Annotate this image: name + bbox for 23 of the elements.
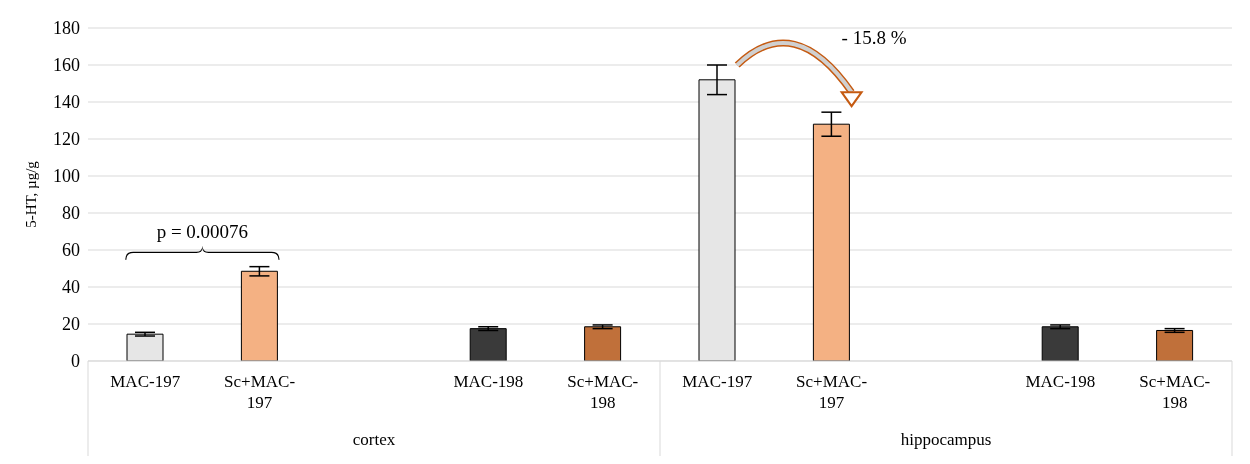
y-tick-label: 120 xyxy=(53,129,80,150)
y-tick-label: 100 xyxy=(53,166,80,187)
y-tick-label: 160 xyxy=(53,55,80,76)
y-tick-label: 80 xyxy=(62,203,80,224)
y-tick-label: 0 xyxy=(71,351,80,372)
x-tick-label: Sc+MAC-197 xyxy=(796,372,868,412)
annotation: - 15.8 % xyxy=(841,27,907,48)
x-tick-label: Sc+MAC-197 xyxy=(224,372,296,412)
y-tick-label: 180 xyxy=(53,18,80,39)
y-tick-label: 140 xyxy=(53,92,80,113)
x-tick-label: MAC-198 xyxy=(1025,372,1096,391)
y-axis-title: 5-HT, µg/g xyxy=(23,160,40,228)
y-tick-label: 20 xyxy=(62,314,80,335)
y-tick-label: 40 xyxy=(62,277,80,298)
x-tick-label: MAC-198 xyxy=(453,372,524,391)
text: hippocampus xyxy=(900,430,992,449)
text: cortex xyxy=(352,430,396,449)
x-tick-label: MAC-197 xyxy=(110,372,181,391)
x-tick-label: MAC-197 xyxy=(682,372,753,391)
x-tick-label: Sc+MAC-198 xyxy=(1139,372,1211,412)
x-tick-label: Sc+MAC-198 xyxy=(567,372,639,412)
annotation: p = 0.00076 xyxy=(156,220,249,242)
y-tick-label: 60 xyxy=(62,240,80,261)
